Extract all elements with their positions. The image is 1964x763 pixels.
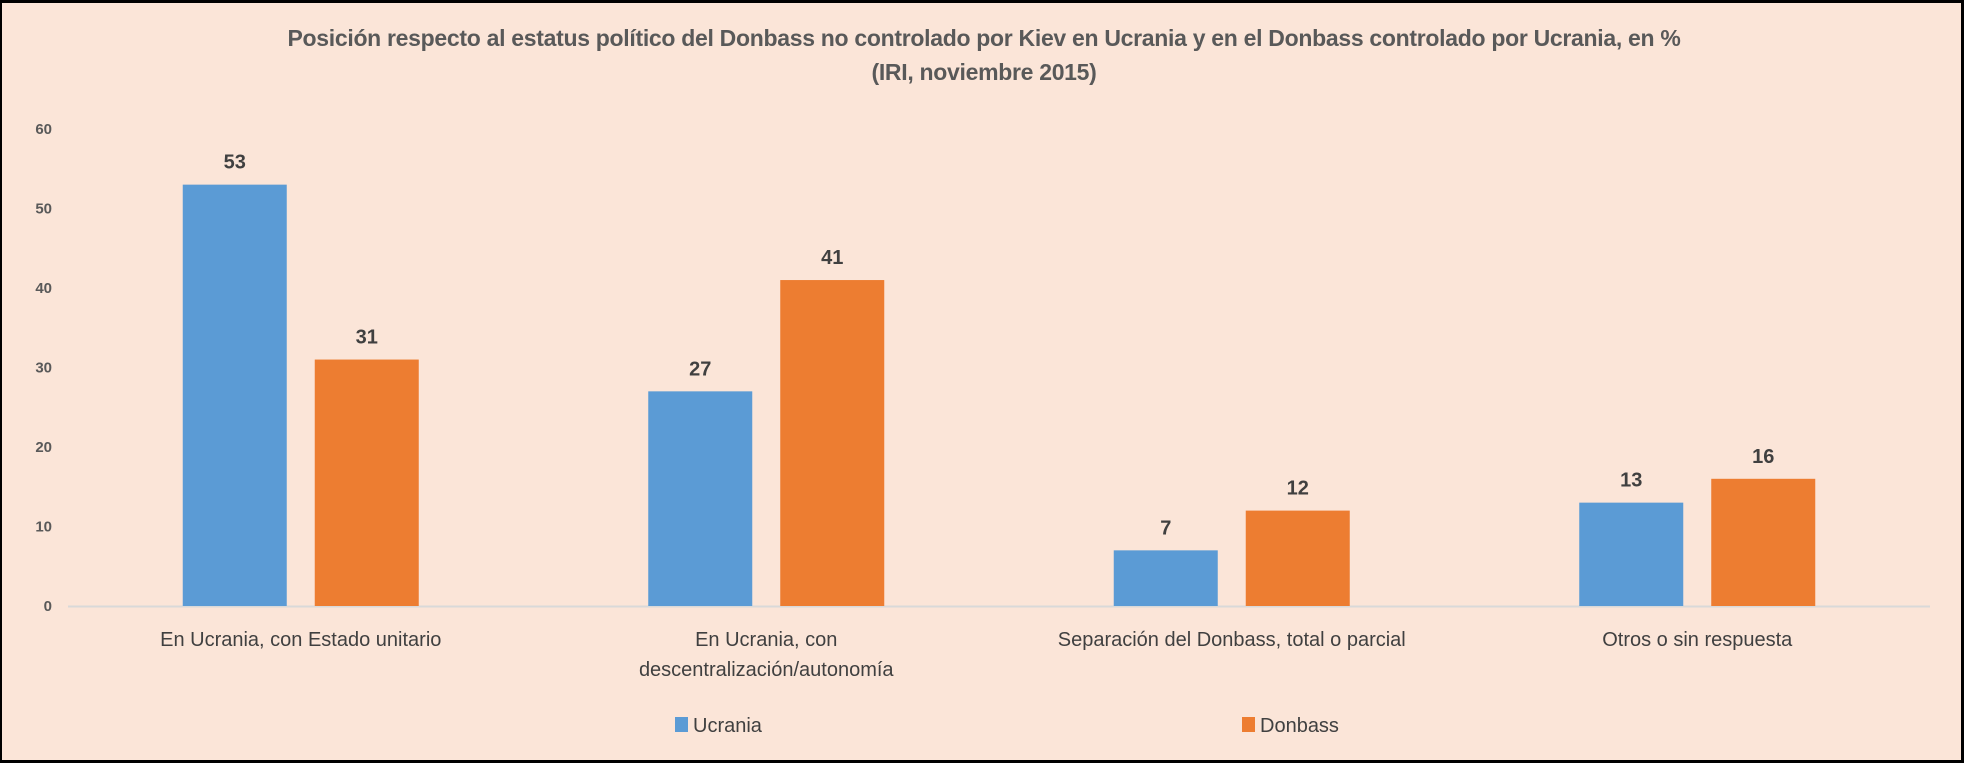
data-label: 7 [1160, 517, 1171, 539]
legend-label: Ucrania [693, 715, 763, 737]
bar-donbass [780, 280, 885, 606]
data-label: 41 [821, 247, 843, 269]
y-tick-label: 60 [35, 121, 52, 138]
legend-swatch-ucrania [675, 717, 688, 732]
y-tick-label: 50 [35, 201, 52, 218]
bar-donbass [1711, 478, 1816, 606]
bar-donbass [314, 359, 419, 606]
category-label: En Ucrania, con Estado unitario [160, 629, 441, 651]
y-tick-label: 10 [35, 519, 52, 536]
legend-swatch-donbass [1242, 717, 1255, 732]
y-tick-label: 40 [35, 280, 52, 297]
y-tick-label: 30 [35, 360, 52, 377]
data-label: 13 [1620, 470, 1642, 492]
data-label: 12 [1287, 478, 1309, 500]
data-label: 16 [1752, 446, 1774, 468]
bar-ucrania [182, 184, 287, 606]
legend-label: Donbass [1260, 715, 1339, 737]
y-tick-label: 0 [44, 598, 52, 615]
data-label: 31 [356, 327, 378, 349]
data-label: 27 [689, 358, 711, 380]
category-label: descentralización/autonomía [639, 659, 894, 681]
chart-title: Posición respecto al estatus político de… [287, 25, 1681, 51]
bar-ucrania [648, 391, 753, 606]
bar-ucrania [1113, 550, 1218, 606]
category-label: En Ucrania, con [695, 629, 837, 651]
y-tick-label: 20 [35, 439, 52, 456]
chart-subtitle: (IRI, noviembre 2015) [871, 59, 1097, 85]
data-label: 53 [224, 152, 246, 174]
bar-ucrania [1579, 502, 1684, 606]
category-label: Otros o sin respuesta [1602, 629, 1793, 651]
bar-donbass [1245, 510, 1350, 606]
category-label: Separación del Donbass, total o parcial [1058, 629, 1406, 651]
bar-chart: 0 10 20 30 40 50 60 53 31 En Ucrania, con Estado … [35, 121, 1930, 737]
